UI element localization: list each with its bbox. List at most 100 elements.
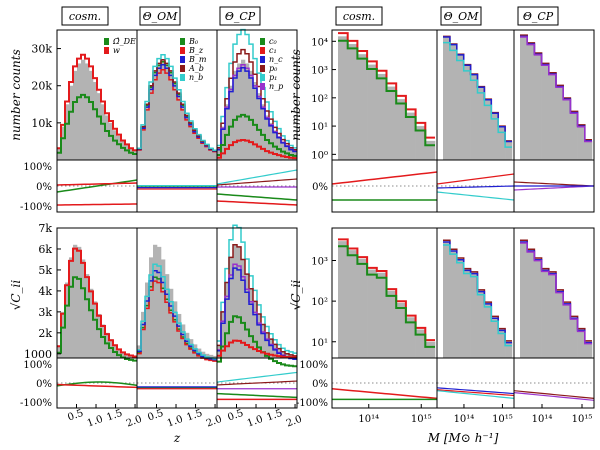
fiducial-mass-sqrtc-bar xyxy=(527,250,535,358)
x-tick-label: 0.5 xyxy=(146,408,165,424)
y-tick-label: 5k xyxy=(38,264,52,277)
fiducial-sqrtc-bar xyxy=(181,324,186,358)
column-header-box xyxy=(219,6,261,26)
p0-count-line xyxy=(217,48,297,151)
fiducial-sqrtc-bar xyxy=(245,274,250,358)
x-tick-label: 1.0 xyxy=(86,414,105,430)
ratio-tick-label: 100% xyxy=(23,360,52,371)
fiducial-count-bar xyxy=(149,85,154,160)
fiducial-count-bar xyxy=(125,145,130,160)
legend-cp-label: c₁ xyxy=(269,46,277,55)
legend-cosm-label: Ω̂_DE xyxy=(112,37,136,46)
w-ratio-line xyxy=(56,182,138,186)
fiducial-mass-count-bar xyxy=(425,140,436,160)
fiducial-mass-sqrtc-bar xyxy=(449,250,458,358)
fiducial-mass-sqrtc-bar xyxy=(541,269,550,358)
x-tick-label: 2.0 xyxy=(205,414,224,430)
fiducial-mass-count-bar xyxy=(338,36,348,161)
fiducial-sqrtc-bar xyxy=(149,257,154,358)
ratio-panel-frame xyxy=(513,159,595,213)
fiducial-mass-count-bar xyxy=(463,64,471,160)
fiducial-mass-sqrtc-bar xyxy=(425,341,436,358)
fiducial-mass-sqrtc-bar xyxy=(470,272,478,358)
fiducial-count-bar xyxy=(133,150,138,160)
fiducial-sqrtc-bar xyxy=(221,311,226,358)
fiducial-count-bar xyxy=(169,70,174,160)
fiducial-mass-count-bar xyxy=(520,36,528,161)
fiducial-sqrtc-bar xyxy=(81,259,86,358)
fiducial-mass-sqrtc-bar xyxy=(456,258,464,358)
fiducial-count-bar xyxy=(81,59,86,160)
x-tick-label: 10¹⁵ xyxy=(572,414,593,425)
fiducial-sqrtc-bar xyxy=(285,353,290,358)
omega-de-count-line xyxy=(57,93,137,155)
column-header-om: Θ_OM xyxy=(444,10,480,23)
fiducial-count-bar xyxy=(177,93,182,160)
np-mass-count-line xyxy=(520,36,592,143)
y-tick-label: 10² xyxy=(311,297,328,308)
fiducial-count-bar xyxy=(221,126,226,160)
fiducial-mass-count-bar xyxy=(563,99,571,160)
fiducial-count-bar xyxy=(213,150,218,160)
fiducial-mass-sqrtc-bar xyxy=(491,317,499,358)
c0-sqrtc-line xyxy=(217,315,297,368)
omega-de-mass-count-line xyxy=(338,39,435,147)
fiducial-mass-count-bar xyxy=(584,140,593,160)
p1-ratio-line xyxy=(216,169,298,185)
fiducial-sqrtc-bar xyxy=(69,257,74,358)
x-tick-label: 1.5 xyxy=(265,408,284,424)
c1-count-line xyxy=(217,138,297,160)
fiducial-sqrtc-bar xyxy=(93,301,98,358)
fiducial-mass-sqrtc-bar xyxy=(338,241,348,358)
fiducial-mass-count-bar xyxy=(449,44,458,161)
ratio-tick-label: -100% xyxy=(20,202,52,213)
fiducial-count-bar xyxy=(161,59,166,160)
fiducial-count-bar xyxy=(201,141,206,160)
fiducial-count-bar xyxy=(229,85,234,160)
nb-mass-sqrtc-line xyxy=(443,244,512,347)
column-header-box xyxy=(61,6,109,26)
column-header-box xyxy=(335,6,383,26)
fiducial-mass-count-bar xyxy=(556,86,564,160)
ratio-tick-label: 0% xyxy=(312,182,328,193)
fiducial-mass-count-bar xyxy=(376,73,387,160)
y-tick-label: 10⁰ xyxy=(311,150,328,161)
fiducial-mass-count-bar xyxy=(477,86,485,160)
np-mass-ratio2-line xyxy=(513,392,595,401)
fiducial-sqrtc-bar xyxy=(269,339,274,358)
fiducial-sqrtc-bar xyxy=(217,345,222,358)
fiducial-count-bar xyxy=(137,148,142,160)
p1-count-line xyxy=(217,28,297,149)
fiducial-mass-sqrtc-bar xyxy=(577,329,586,358)
fiducial-mass-sqrtc-bar xyxy=(556,290,564,358)
ratio-tick-label: -100% xyxy=(296,398,328,409)
fiducial-mass-sqrtc-bar xyxy=(443,241,451,358)
fiducial-count-bar xyxy=(121,141,126,160)
legend-om-swatch xyxy=(180,65,185,72)
fiducial-mass-sqrtc-bar xyxy=(584,341,593,358)
fiducial-sqrtc-bar xyxy=(121,351,126,358)
fiducial-count-bar xyxy=(189,122,194,160)
p0-ratio-line xyxy=(216,178,298,186)
fiducial-mass-sqrtc-bar xyxy=(357,258,368,358)
fiducial-sqrtc-bar xyxy=(177,313,182,358)
fiducial-count-bar xyxy=(101,104,106,160)
fiducial-mass-sqrtc-bar xyxy=(367,269,378,358)
legend-om-swatch xyxy=(180,74,185,81)
nb-sqrtc-line xyxy=(137,263,217,360)
fiducial-sqrtc-bar xyxy=(97,313,102,358)
fiducial-sqrtc-bar xyxy=(85,274,90,358)
fiducial-count-bar xyxy=(65,104,70,160)
legend-cp-swatch xyxy=(260,83,265,90)
fiducial-sqrtc-bar xyxy=(77,246,82,358)
p1-sqrtc-line xyxy=(217,224,297,354)
fiducial-mass-count-bar xyxy=(470,73,478,160)
x-axis-label-z: z xyxy=(173,431,181,445)
nc-count-line xyxy=(217,66,297,153)
nb-mass-ratio-line xyxy=(436,191,515,201)
fiducial-count-bar xyxy=(241,59,246,160)
y-axis-label-top: number counts xyxy=(289,49,303,141)
ratio-tick-label: 0% xyxy=(36,379,52,390)
fiducial-count-bar xyxy=(233,70,238,160)
